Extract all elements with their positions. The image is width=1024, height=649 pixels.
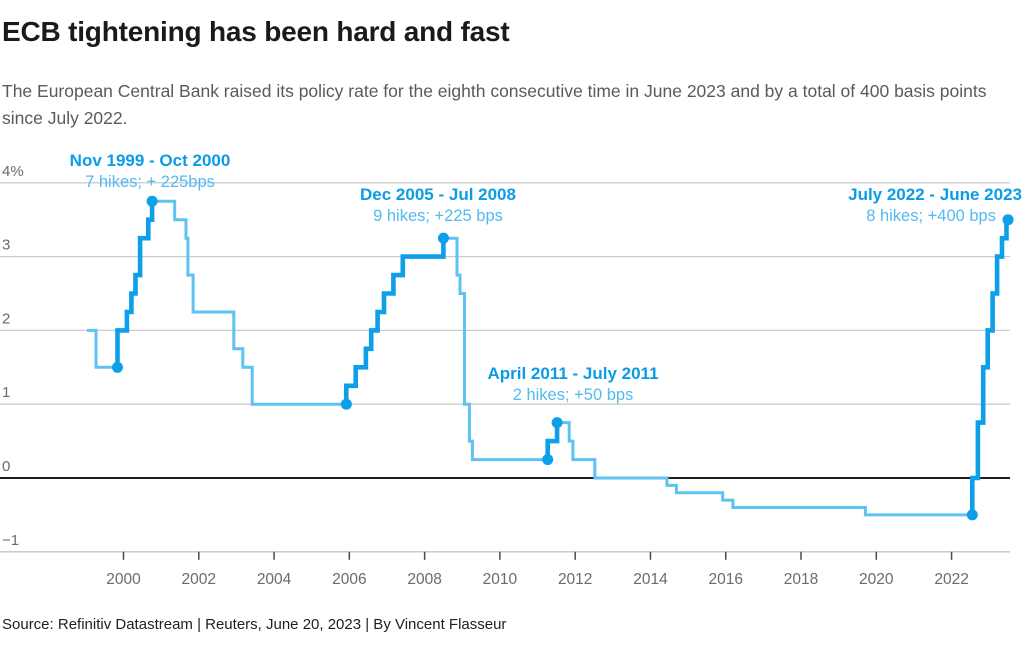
x-tick-label: 2000 [106,571,141,588]
x-tick-label: 2008 [407,571,441,588]
y-tick-label: 1 [2,384,10,401]
policy-rate-chart: 4% 3 2 1 0 −1 2000 2002 2004 2006 2008 2010 2012 2014… [0,140,1024,610]
tightening-cycle-2005-2008 [344,238,446,405]
x-tick-label: 2010 [483,571,518,588]
y-tick-label: 3 [2,237,10,254]
tightening-cycle-2022-2023 [970,217,1009,515]
cycle-endpoint-dot [146,195,158,207]
x-tick-label: 2018 [784,571,818,588]
cycle-endpoint-dot [542,454,554,466]
cycle-endpoint-dot [966,509,978,521]
source-line: Source: Refinitiv Datastream | Reuters, … [2,616,507,633]
tightening-cycle-2011 [545,422,560,460]
cycle-endpoint-dot [437,232,449,244]
cycle-endpoint-dot [1002,214,1014,226]
x-tick-label: 2016 [708,571,742,588]
chart-canvas: 4% 3 2 1 0 −1 2000 2002 2004 2006 2008 2010 2012 2014… [0,163,1014,588]
x-tick-label: 2012 [558,571,592,588]
cycle-endpoint-dot [340,398,352,410]
x-tick-label: 2020 [859,571,894,588]
y-tick-label: 4% [2,163,24,180]
cycle-endpoint-dot [551,417,563,429]
y-tick-label: −1 [2,532,19,549]
y-tick-label: 2 [2,310,10,327]
x-tick-label: 2022 [934,571,968,588]
chart-subtitle: The European Central Bank raised its pol… [2,81,987,128]
cycle-endpoint-dot [111,361,123,373]
page-title: ECB tightening has been hard and fast [2,16,510,47]
x-tick-label: 2002 [182,571,216,588]
x-tick-label: 2004 [257,571,292,588]
tightening-cycle-1999-2000 [115,201,155,368]
x-tick-label: 2014 [633,571,668,588]
policy-rate-line [87,199,1008,517]
x-tick-label: 2006 [332,571,366,588]
y-tick-label: 0 [2,458,10,475]
